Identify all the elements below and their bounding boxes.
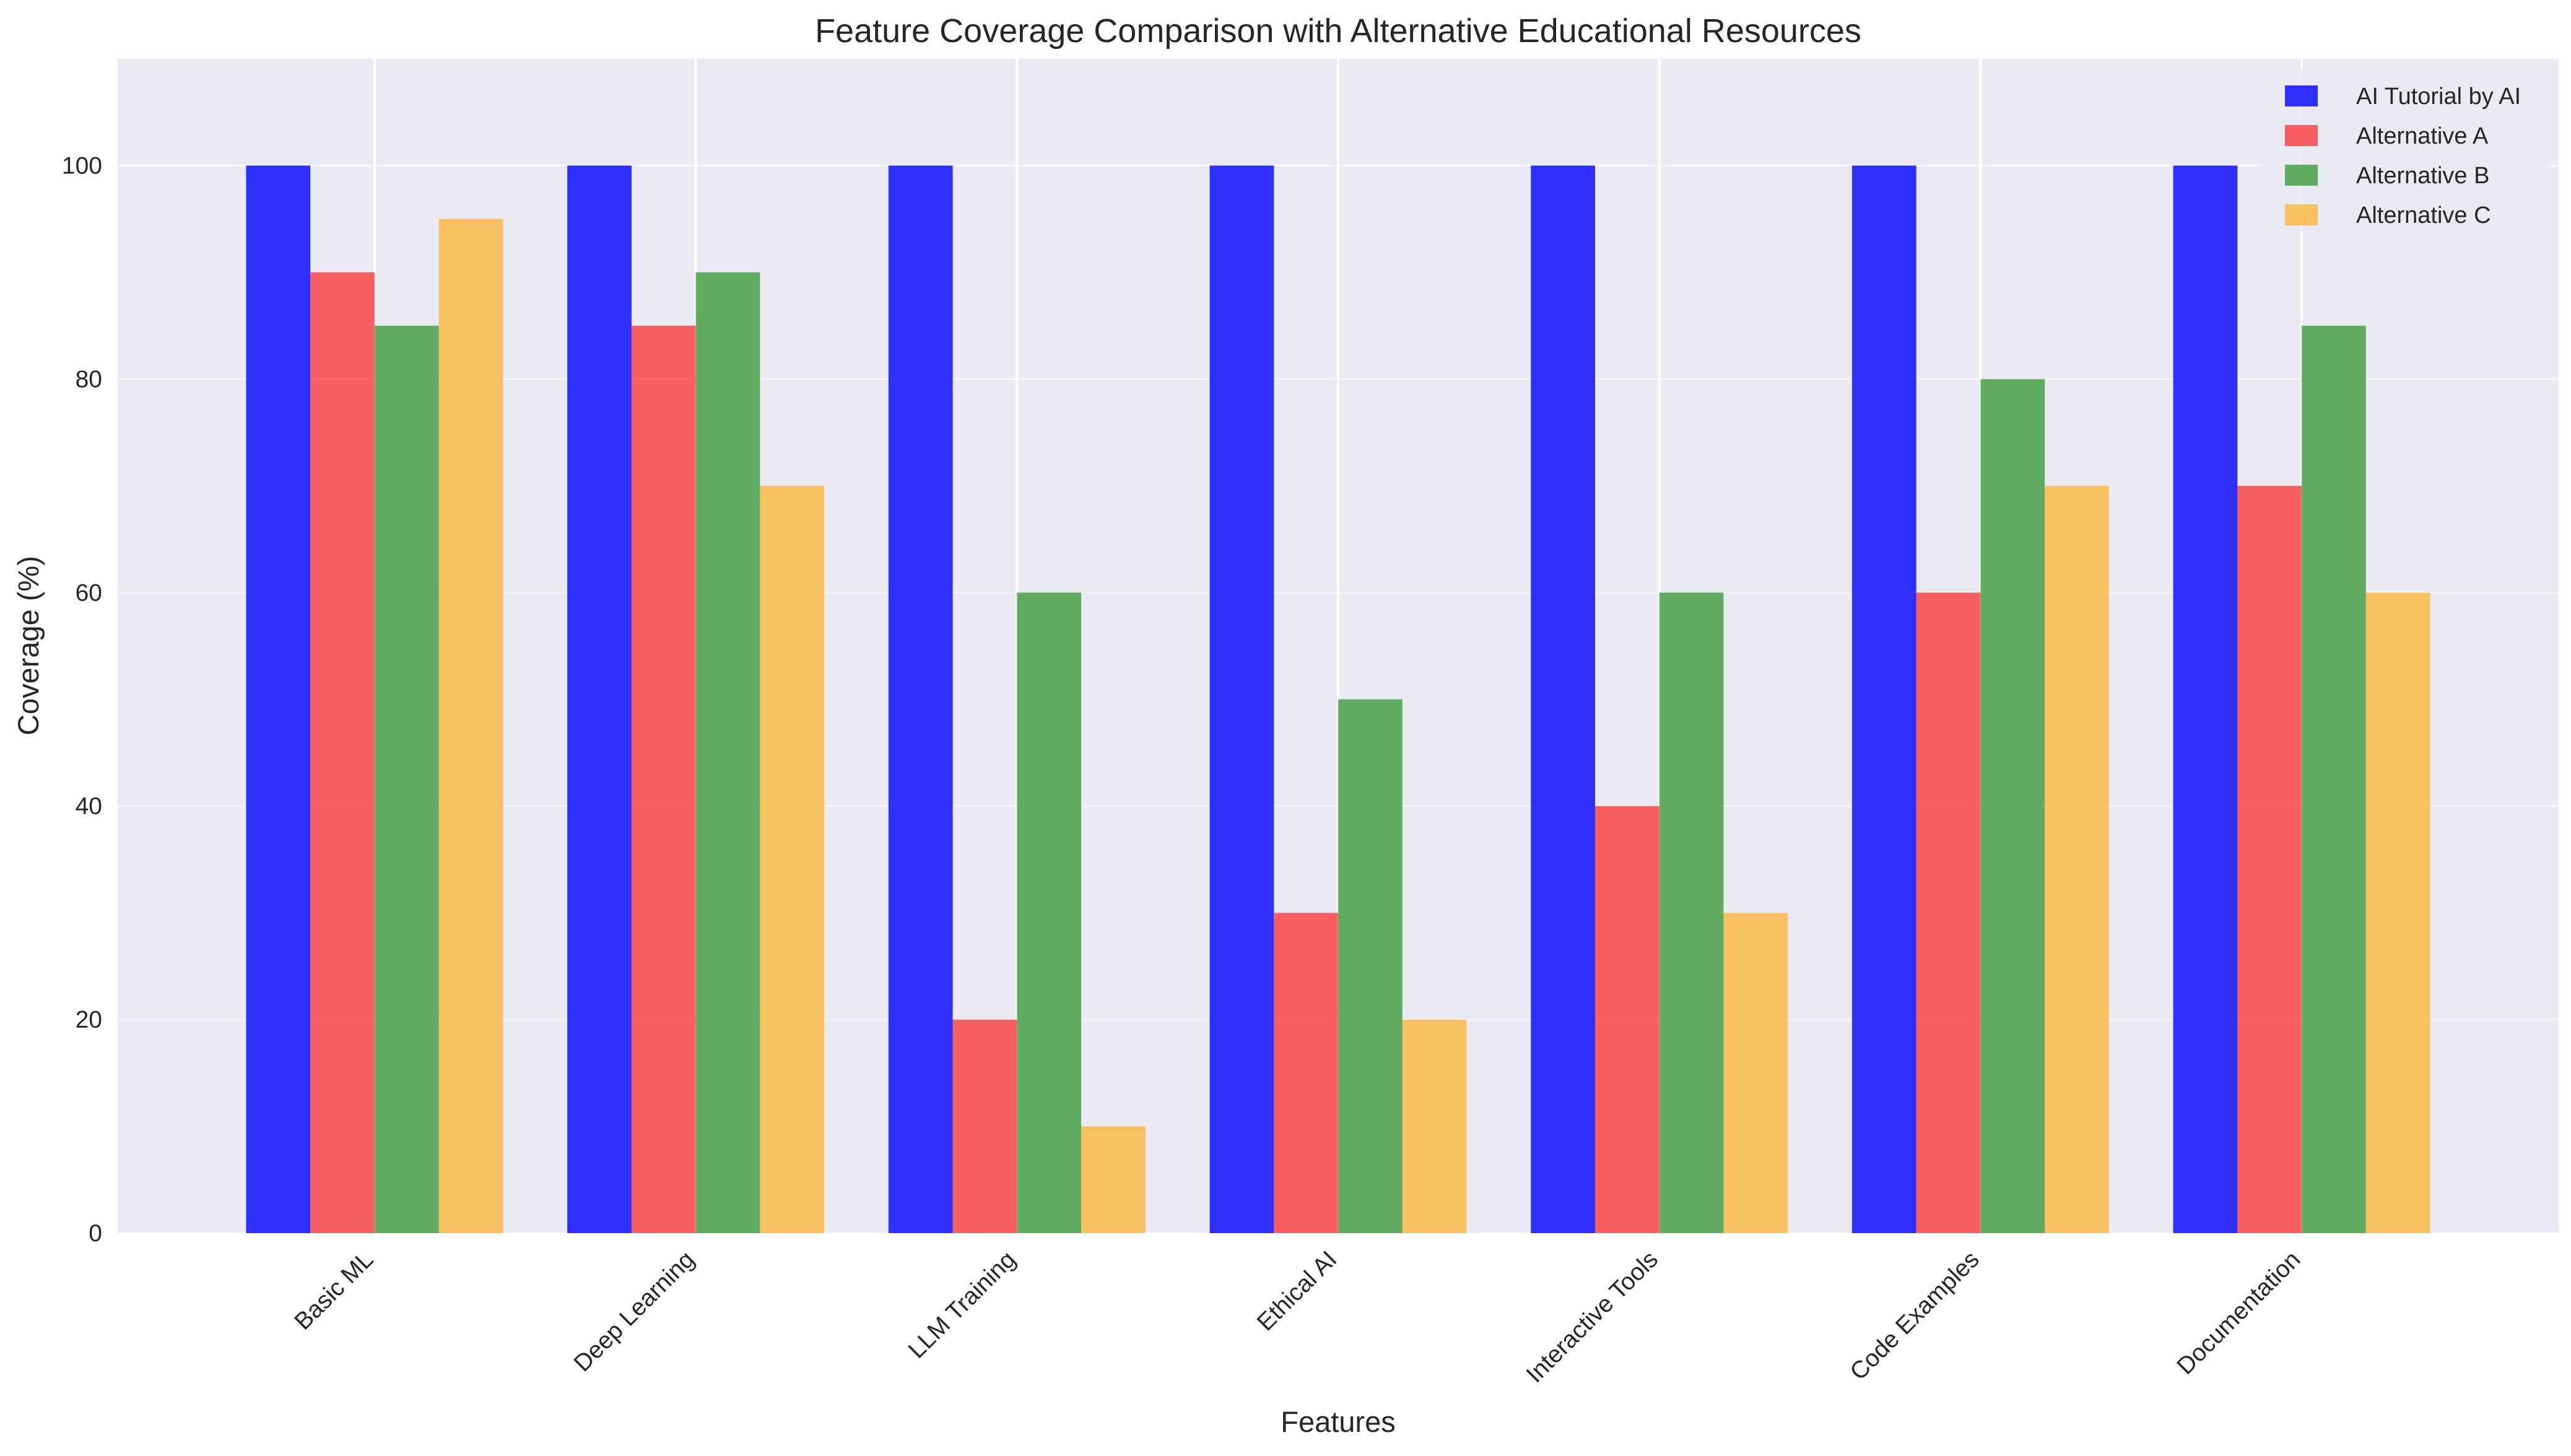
bar-alternative-c-interactive-tools	[1723, 912, 1788, 1233]
legend-label: Alternative C	[2356, 202, 2491, 228]
bar-alternative-b-basic-ml	[374, 326, 439, 1233]
bar-alternative-a-interactive-tools	[1594, 806, 1660, 1233]
x-axis-label: Features	[1281, 1405, 1395, 1438]
bar-alternative-b-ethical-ai	[1338, 699, 1403, 1233]
legend: AI Tutorial by AI Alternative A Alternativ…	[2263, 69, 2548, 232]
bar-alternative-a-ethical-ai	[1274, 912, 1338, 1233]
legend-swatch	[2285, 85, 2318, 106]
bar-ai-tutorial-by-ai-documentation	[2173, 165, 2238, 1233]
bar-alternative-c-code-examples	[2045, 485, 2109, 1234]
legend-swatch	[2285, 165, 2318, 186]
bar-ai-tutorial-by-ai-basic-ml	[246, 165, 311, 1233]
x-tick-label: Ethical AI	[1252, 1246, 1342, 1336]
legend-swatch	[2285, 125, 2318, 146]
bar-alternative-c-llm-training	[1081, 1126, 1146, 1233]
bar-alternative-a-llm-training	[952, 1020, 1017, 1233]
x-tick-label: Code Examples	[1845, 1246, 1985, 1385]
y-axis-label: Coverage (%)	[12, 556, 45, 735]
bar-ai-tutorial-by-ai-interactive-tools	[1531, 165, 1595, 1233]
bar-alternative-a-basic-ml	[310, 272, 375, 1234]
bar-alternative-b-documentation	[2302, 326, 2366, 1233]
legend-label: AI Tutorial by AI	[2356, 84, 2521, 110]
chart-title: Feature Coverage Comparison with Alterna…	[815, 12, 1861, 50]
y-tick-label: 100	[62, 152, 102, 179]
y-tick-label: 60	[76, 579, 102, 606]
bar-alternative-c-documentation	[2365, 592, 2430, 1233]
y-tick-label: 20	[76, 1007, 102, 1033]
bar-alternative-b-interactive-tools	[1659, 592, 1724, 1233]
x-tick-label: Documentation	[2172, 1246, 2306, 1380]
y-axis-ticks: 0 20 40 60 80 100	[62, 152, 102, 1247]
bar-ai-tutorial-by-ai-ethical-ai	[1209, 165, 1274, 1233]
bar-alternative-c-basic-ml	[438, 219, 503, 1233]
bar-alternative-c-deep-learning	[760, 485, 825, 1234]
bar-ai-tutorial-by-ai-code-examples	[1851, 165, 1916, 1233]
x-tick-label: Interactive Tools	[1521, 1246, 1663, 1388]
y-tick-label: 80	[76, 366, 102, 392]
y-tick-label: 40	[76, 793, 102, 820]
y-tick-label: 0	[89, 1220, 102, 1247]
bar-alternative-b-deep-learning	[695, 272, 760, 1234]
bar-alternative-c-ethical-ai	[1402, 1020, 1467, 1233]
bar-alternative-a-documentation	[2237, 485, 2302, 1234]
x-tick-label: Deep Learning	[569, 1246, 700, 1377]
x-tick-label: LLM Training	[903, 1246, 1021, 1364]
bar-alternative-b-llm-training	[1017, 592, 1082, 1233]
legend-label: Alternative A	[2356, 123, 2489, 149]
x-axis-ticks: Basic ML Deep Learning LLM Training Ethical…	[289, 1246, 2305, 1388]
bars	[246, 165, 2430, 1234]
bar-alternative-a-deep-learning	[631, 326, 696, 1233]
legend-swatch	[2285, 204, 2318, 225]
bar-ai-tutorial-by-ai-deep-learning	[567, 165, 632, 1233]
bar-ai-tutorial-by-ai-llm-training	[888, 165, 953, 1233]
bar-alternative-b-code-examples	[1980, 379, 2045, 1233]
bar-alternative-a-code-examples	[1916, 592, 1981, 1233]
x-tick-label: Basic ML	[289, 1246, 378, 1335]
legend-label: Alternative B	[2356, 163, 2489, 189]
